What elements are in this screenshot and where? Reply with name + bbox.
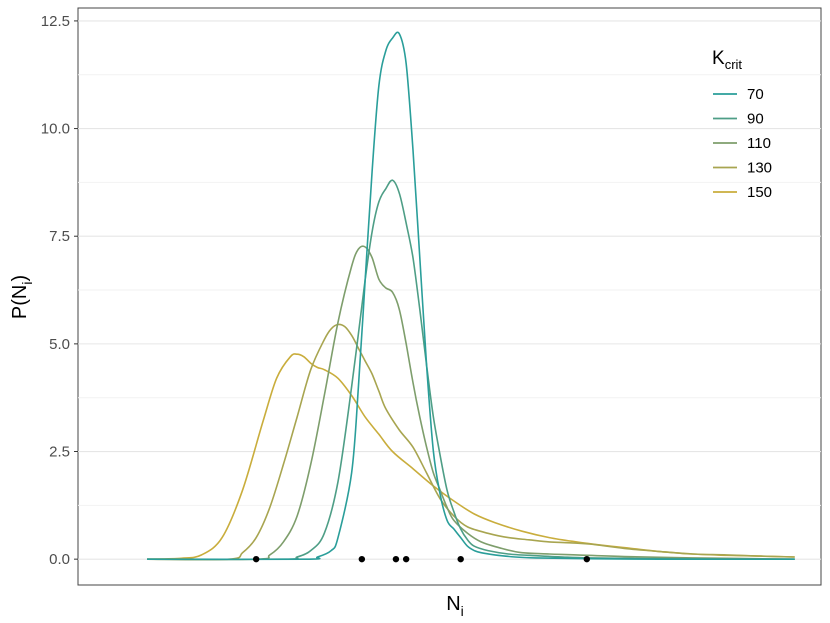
y-tick-label: 5.0 (49, 336, 70, 353)
legend-label: 110 (747, 135, 771, 152)
rug-point (583, 555, 591, 563)
legend-label: 130 (747, 160, 772, 177)
y-tick-label: 10.0 (41, 121, 70, 138)
y-tick-label: 0.0 (49, 551, 70, 568)
y-tick-label: 2.5 (49, 444, 70, 461)
y-axis-label: P(Ni) (9, 275, 35, 319)
legend-label: 70 (747, 86, 764, 103)
y-axis: 0.0 2.5 5.0 7.5 10.0 12.5 (41, 13, 78, 568)
rug-point (402, 555, 410, 563)
legend-label: 90 (747, 111, 764, 128)
series-lines (147, 31, 795, 561)
rug-point (457, 555, 464, 563)
rug-points (252, 555, 591, 563)
y-tick-label: 12.5 (41, 13, 70, 30)
legend-items: 70 90 110 130 150 (713, 86, 772, 201)
x-axis-label: Ni (446, 593, 464, 619)
rug-point (392, 555, 400, 563)
legend-title: Kcrit (712, 48, 742, 72)
series-line-130 (147, 323, 795, 561)
legend-label: 150 (747, 184, 772, 201)
plot-panel (77, 7, 822, 586)
rug-point (252, 555, 260, 563)
series-line-110 (147, 245, 795, 561)
series-line-70 (147, 31, 795, 561)
series-line-90 (147, 179, 795, 561)
y-tick-label: 7.5 (49, 228, 70, 245)
rug-point (358, 555, 366, 563)
legend: Kcrit 70 90 110 130 150 (712, 48, 772, 201)
